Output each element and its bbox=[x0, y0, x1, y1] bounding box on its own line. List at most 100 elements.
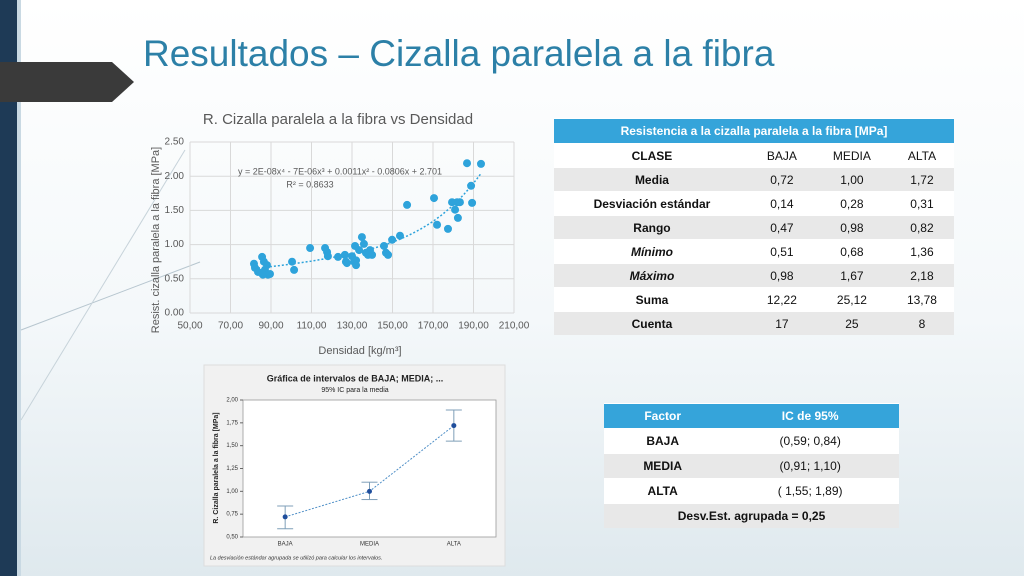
x-tick-label: 150,00 bbox=[377, 321, 408, 332]
footnote: La desviación estándar agrupada se utili… bbox=[210, 555, 382, 561]
point bbox=[388, 235, 397, 244]
annotation: R² = 0.8633 bbox=[286, 179, 333, 189]
point bbox=[368, 250, 377, 259]
point bbox=[451, 205, 460, 214]
cell: 0,98 bbox=[749, 263, 814, 288]
table-row: MEDIA (0,91; 1,10) bbox=[604, 453, 899, 479]
table-row: Cuenta 17 25 8 bbox=[554, 311, 954, 335]
cell: 0,72 bbox=[749, 167, 814, 192]
point bbox=[357, 233, 366, 242]
y-tick-label: 2,00 bbox=[226, 398, 238, 404]
x-tick-label: ALTA bbox=[447, 542, 461, 548]
x-axis-label: Densidad [kg/m³] bbox=[318, 345, 401, 357]
point bbox=[379, 241, 388, 250]
point bbox=[384, 250, 393, 259]
y-tick-label: 0.00 bbox=[165, 308, 185, 319]
side-stripe bbox=[17, 0, 21, 576]
interval-plot bbox=[242, 399, 497, 538]
point bbox=[476, 159, 485, 168]
table-row: Máximo 0,98 1,67 2,18 bbox=[554, 263, 954, 288]
table-row: Desviación estándar 0,14 0,28 0,31 bbox=[554, 191, 954, 216]
y-tick-label: 1,00 bbox=[226, 489, 238, 495]
stats-table: Resistencia a la cizalla paralela a la f… bbox=[554, 118, 954, 335]
point bbox=[355, 246, 364, 255]
cell: 13,78 bbox=[889, 287, 954, 312]
point bbox=[323, 252, 332, 261]
point bbox=[262, 261, 271, 270]
point bbox=[334, 252, 343, 261]
cell: 1,00 bbox=[813, 167, 890, 192]
point bbox=[288, 257, 297, 266]
cell: MEDIA bbox=[604, 453, 722, 479]
cell: Suma bbox=[554, 287, 750, 312]
cell: Mínimo bbox=[554, 239, 750, 264]
x-tick-label: MEDIA bbox=[360, 542, 379, 548]
x-tick-label: 130,00 bbox=[337, 321, 368, 332]
cell: (0,59; 0,84) bbox=[721, 428, 899, 454]
point bbox=[433, 220, 442, 229]
table-row: Media 0,72 1,00 1,72 bbox=[554, 167, 954, 192]
header-row: Factor IC de 95% bbox=[604, 403, 899, 429]
footer-row: Desv.Est. agrupada = 0,25 bbox=[604, 503, 899, 528]
point bbox=[352, 256, 361, 265]
cell: ( 1,55; 1,89) bbox=[721, 478, 899, 504]
point bbox=[403, 200, 412, 209]
cell: Máximo bbox=[554, 263, 750, 288]
header-cell: MEDIA bbox=[813, 143, 890, 168]
chart-subtitle: 95% IC para la media bbox=[321, 387, 388, 394]
table-row: ALTA( 1,55; 1,89) bbox=[604, 478, 899, 504]
y-tick-label: 1,75 bbox=[226, 420, 238, 426]
point bbox=[340, 250, 349, 259]
cell: 1,72 bbox=[889, 167, 954, 192]
point bbox=[258, 270, 267, 279]
ic-table: Factor IC de 95% BAJA (0,59; 0,84) MEDIA (0,9… bbox=[604, 403, 899, 528]
point bbox=[430, 194, 439, 203]
cell: 8 bbox=[889, 311, 954, 335]
cell: 25 bbox=[813, 311, 890, 335]
x-tick-label: BAJA bbox=[278, 542, 293, 548]
table-title-row: Resistencia a la cizalla paralela a la f… bbox=[554, 118, 954, 144]
cell: Desviación estándar bbox=[554, 191, 750, 216]
x-tick-label: 70,00 bbox=[218, 321, 243, 332]
point bbox=[359, 239, 368, 248]
point bbox=[453, 213, 462, 222]
header-cell: ALTA bbox=[889, 143, 954, 168]
point bbox=[395, 231, 404, 240]
y-axis-label: R. Cizalla paralela a la fibra [MPa] bbox=[213, 412, 220, 523]
point bbox=[467, 181, 476, 190]
cell: 0,47 bbox=[749, 215, 814, 240]
header-cell: BAJA bbox=[749, 143, 814, 168]
chart-title: R. Cizalla paralela a la fibra vs Densid… bbox=[203, 111, 473, 128]
table-title: Resistencia a la cizalla paralela a la f… bbox=[554, 118, 954, 144]
point bbox=[306, 244, 315, 253]
table-row: Rango 0,47 0,98 0,82 bbox=[554, 215, 954, 240]
cell: (0,91; 1,10) bbox=[721, 453, 899, 479]
table-row: Suma 12,22 25,12 13,78 bbox=[554, 287, 954, 312]
cell: 2,18 bbox=[889, 263, 954, 288]
point bbox=[443, 224, 452, 233]
header-row: CLASE BAJA MEDIA ALTA bbox=[554, 143, 954, 168]
y-tick-label: 1,25 bbox=[226, 466, 238, 472]
table-row: BAJA (0,59; 0,84) bbox=[604, 428, 899, 454]
cell: 25,12 bbox=[813, 287, 890, 312]
decor-line bbox=[20, 261, 201, 331]
y-tick-label: 1,50 bbox=[226, 443, 238, 449]
point bbox=[463, 159, 472, 168]
decor-line bbox=[20, 149, 186, 421]
cell: 1,67 bbox=[813, 263, 890, 288]
cell: Cuenta bbox=[554, 311, 750, 335]
header-cell: Factor bbox=[604, 403, 722, 429]
x-tick-label: 110,00 bbox=[297, 321, 327, 332]
header-cell: CLASE bbox=[554, 143, 750, 168]
cell: BAJA bbox=[604, 428, 722, 454]
cell: 0,31 bbox=[889, 191, 954, 216]
cell: 17 bbox=[749, 311, 814, 335]
point bbox=[455, 198, 464, 207]
cell: 0,51 bbox=[749, 239, 814, 264]
cell: 0,68 bbox=[813, 239, 890, 264]
header-cell: IC de 95% bbox=[721, 403, 899, 429]
y-tick-label: 0.50 bbox=[165, 273, 185, 284]
y-tick-label: 2.50 bbox=[165, 137, 185, 148]
